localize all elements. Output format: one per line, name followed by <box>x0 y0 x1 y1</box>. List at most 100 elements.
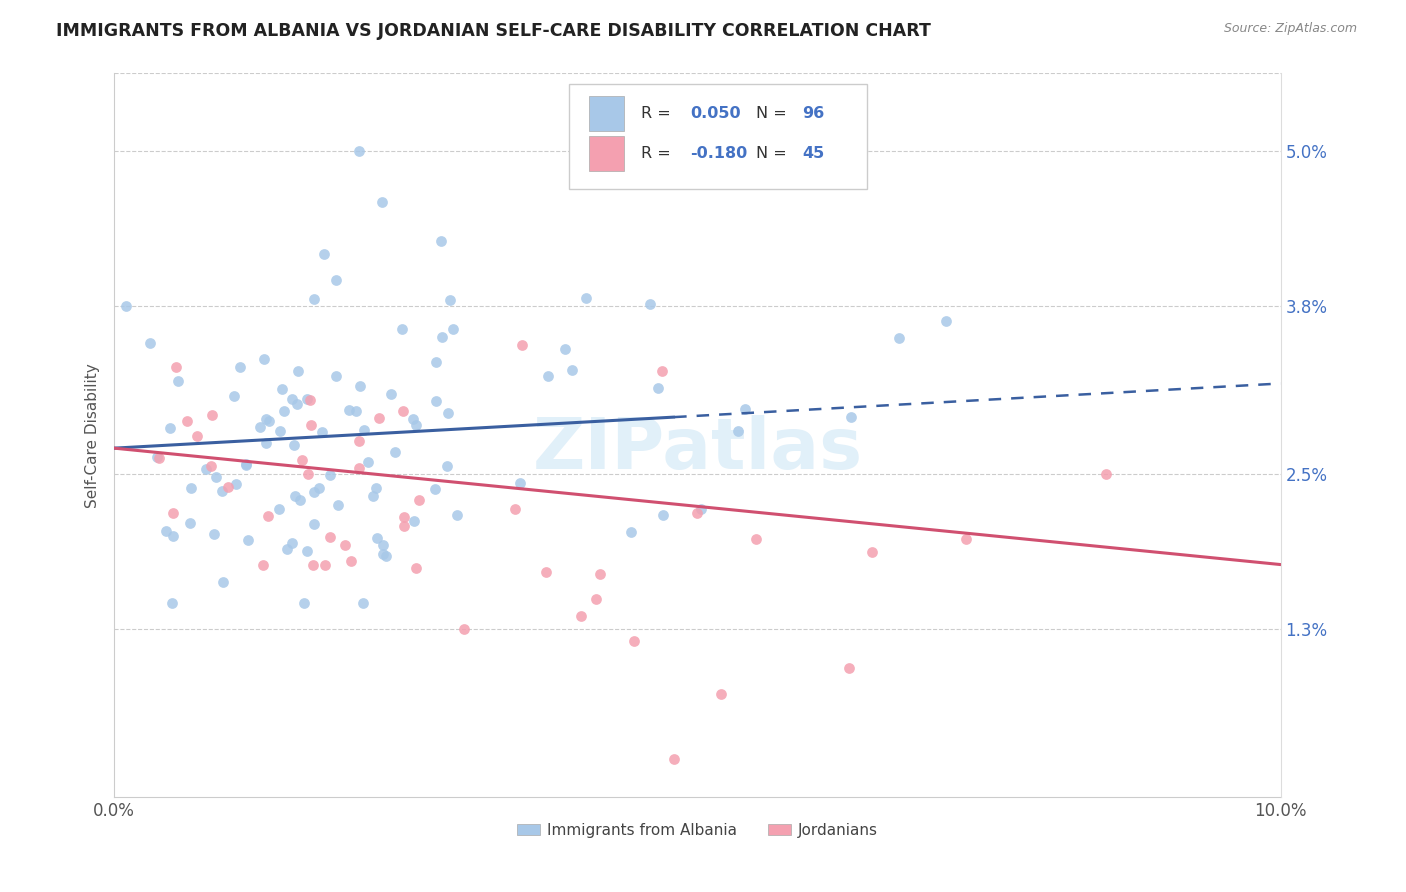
Point <box>727 424 749 438</box>
Point <box>287 364 309 378</box>
Point <box>273 404 295 418</box>
Point <box>314 558 336 572</box>
Point <box>186 429 208 443</box>
Point <box>366 531 388 545</box>
Point <box>202 527 225 541</box>
Point <box>862 544 884 558</box>
Text: R =: R = <box>641 146 676 161</box>
FancyBboxPatch shape <box>569 84 866 189</box>
Point <box>165 360 187 375</box>
Point <box>291 453 314 467</box>
Point <box>281 535 304 549</box>
Point <box>146 450 169 465</box>
Point <box>200 459 222 474</box>
Point <box>339 554 361 568</box>
Point <box>285 397 308 411</box>
Text: ZIPatlas: ZIPatlas <box>533 415 862 484</box>
Point <box>195 461 218 475</box>
Text: 96: 96 <box>803 106 825 121</box>
Point <box>304 485 326 500</box>
Point <box>347 434 370 448</box>
Point <box>357 455 380 469</box>
Point <box>710 687 733 701</box>
Point <box>392 404 415 418</box>
Point <box>404 514 426 528</box>
Point <box>222 389 245 403</box>
Point <box>686 506 709 520</box>
Point <box>269 501 291 516</box>
Point <box>394 510 416 524</box>
Point <box>148 451 170 466</box>
Point <box>425 394 447 409</box>
Point <box>205 470 228 484</box>
Point <box>349 379 371 393</box>
Point <box>425 355 447 369</box>
Point <box>159 421 181 435</box>
Point <box>254 411 277 425</box>
Point <box>179 516 201 530</box>
Point <box>745 532 768 546</box>
Point <box>408 493 430 508</box>
Point <box>935 314 957 328</box>
Text: R =: R = <box>641 106 676 121</box>
Point <box>229 360 252 375</box>
Point <box>439 293 461 307</box>
Point <box>280 392 302 407</box>
Point <box>256 508 278 523</box>
Point <box>328 499 350 513</box>
Point <box>318 468 340 483</box>
Point <box>252 558 274 572</box>
Point <box>402 411 425 425</box>
Point <box>256 436 278 450</box>
Point <box>512 337 534 351</box>
Point <box>446 508 468 522</box>
Text: 45: 45 <box>803 146 825 161</box>
Point <box>651 363 673 377</box>
Point <box>364 481 387 495</box>
Point <box>235 458 257 472</box>
Point <box>269 424 291 438</box>
Point <box>838 661 860 675</box>
Point <box>441 322 464 336</box>
Point <box>249 419 271 434</box>
Point <box>283 438 305 452</box>
Text: N =: N = <box>756 146 792 161</box>
Point <box>690 502 713 516</box>
Text: -0.180: -0.180 <box>690 146 748 161</box>
Point <box>347 144 370 158</box>
Point <box>211 483 233 498</box>
Point <box>436 459 458 474</box>
Point <box>295 392 318 407</box>
Point <box>380 387 402 401</box>
Point <box>623 633 645 648</box>
Point <box>534 565 557 579</box>
Point <box>325 369 347 384</box>
Text: N =: N = <box>756 106 792 121</box>
Point <box>391 322 413 336</box>
Point <box>115 299 138 313</box>
Point <box>253 351 276 366</box>
Point <box>352 596 374 610</box>
Point <box>589 566 612 581</box>
Point <box>887 331 910 345</box>
Point <box>295 543 318 558</box>
Point <box>217 480 239 494</box>
Point <box>569 609 592 624</box>
Point <box>405 560 427 574</box>
Point <box>423 483 446 497</box>
Point <box>503 501 526 516</box>
Point <box>271 383 294 397</box>
Point <box>561 363 583 377</box>
Point <box>349 461 371 475</box>
Point <box>212 575 235 590</box>
Point <box>257 414 280 428</box>
Point <box>325 273 347 287</box>
Point <box>651 508 673 523</box>
Point <box>374 549 396 563</box>
Point <box>311 425 333 440</box>
Point <box>138 335 160 350</box>
Point <box>361 489 384 503</box>
Point <box>430 234 453 248</box>
Point <box>575 292 598 306</box>
Point <box>301 558 323 572</box>
